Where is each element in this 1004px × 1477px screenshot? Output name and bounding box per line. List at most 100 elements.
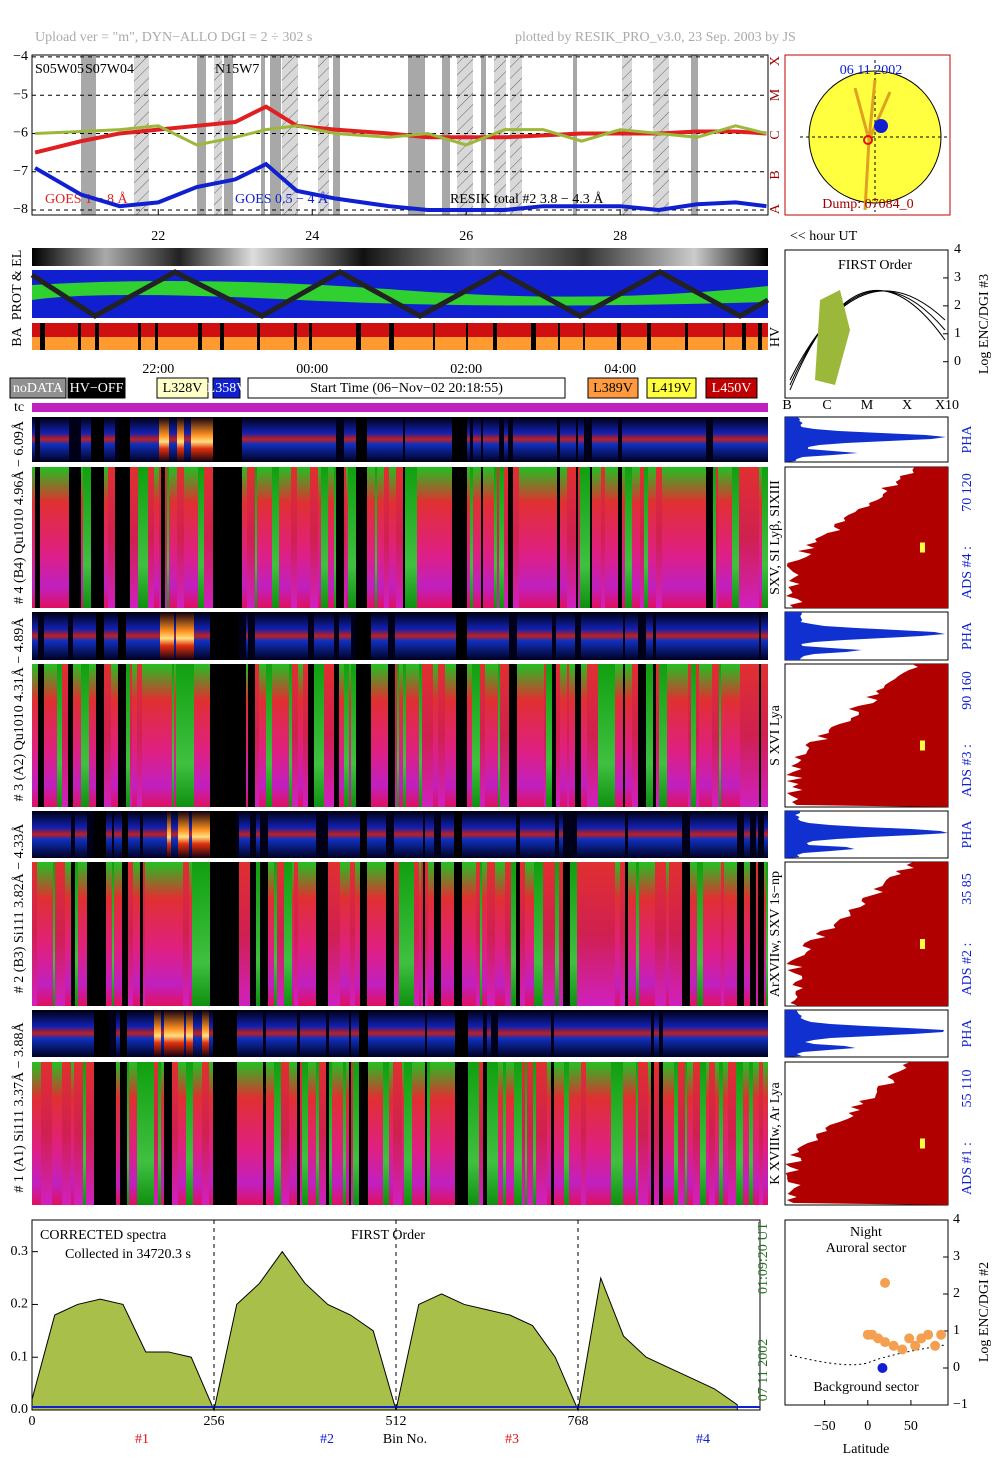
ads-column: [540, 664, 544, 807]
pha-column: [707, 811, 715, 858]
pha-column: [473, 811, 476, 858]
pha-column: [376, 1010, 383, 1057]
pha-column: [265, 417, 272, 462]
ads-column: [129, 1062, 135, 1205]
pha-column: [405, 417, 411, 462]
pha-column: [506, 1010, 514, 1057]
ads-column: [277, 862, 284, 1006]
pha-column: [430, 1010, 438, 1057]
pha-column: [525, 811, 529, 858]
pha-column: [534, 811, 536, 858]
ads-column: [667, 1062, 674, 1205]
ads-column: [581, 1062, 586, 1205]
pha-column: [44, 612, 50, 660]
ads-column: [130, 467, 138, 608]
pha-column: [421, 811, 423, 858]
pha-column: [344, 612, 349, 660]
ads-column: [535, 467, 543, 608]
pha-column: [507, 612, 509, 660]
ads-column: [346, 1062, 349, 1205]
ads-column: [193, 1062, 200, 1205]
ads-column: [753, 1062, 759, 1205]
x-tick-label: 50: [904, 1419, 918, 1434]
pha-column: [599, 417, 601, 462]
pha-column: [692, 417, 695, 462]
ads-column: [65, 862, 71, 1006]
pha-column: [187, 612, 194, 660]
ads-column: [640, 467, 644, 608]
pha-column: [594, 1010, 602, 1057]
ads-column: [766, 862, 768, 1006]
pha-column: [517, 612, 525, 660]
pha-column: [522, 1010, 525, 1057]
pha-column: [344, 417, 346, 462]
ads-column: [744, 862, 750, 1006]
pha-column: [763, 1010, 768, 1057]
pha-column: [623, 1010, 629, 1057]
ads-column: [302, 1062, 308, 1205]
pha-column: [332, 1010, 336, 1057]
ads-column: [425, 862, 428, 1006]
status-strip: [32, 248, 768, 266]
pha-column: [736, 1010, 743, 1057]
pha-column: [621, 612, 623, 660]
pha-column: [719, 1010, 723, 1057]
ads-profile: [785, 467, 948, 608]
ba-gap: [647, 323, 651, 350]
pha-column: [744, 612, 746, 660]
ads-column: [500, 862, 505, 1006]
ads-column: [740, 664, 744, 807]
pha-column: [393, 612, 395, 660]
ads-column: [418, 1062, 425, 1205]
scatter-point: [930, 1340, 941, 1351]
pha-column: [465, 811, 470, 858]
pha-column: [161, 417, 165, 462]
pha-column: [744, 417, 748, 462]
ads-column: [675, 862, 682, 1006]
ads-column: [525, 1062, 527, 1205]
channel-name: # 3 (A2) Qu1010 4.31Å − 4.89Å: [11, 617, 27, 802]
ads-column: [595, 664, 598, 807]
pha-column: [413, 612, 419, 660]
ads-column: [239, 862, 242, 1006]
ads-column: [577, 1062, 581, 1205]
ads-column: [511, 862, 516, 1006]
sun-date: 06 11 2002: [840, 63, 902, 78]
pha-column: [575, 612, 577, 660]
pha-column: [511, 417, 513, 462]
y-tick-label: 4: [953, 1212, 960, 1227]
pha-profile: [785, 811, 948, 858]
pha-column: [632, 612, 638, 660]
pha-column: [349, 1010, 351, 1057]
ads-column: [184, 664, 187, 807]
legend-label: L389V: [593, 381, 633, 396]
pha-column: [53, 811, 55, 858]
ads-column: [344, 664, 349, 807]
pha-column: [682, 811, 690, 858]
pha-column: [393, 1010, 396, 1057]
ads-column: [505, 862, 511, 1006]
pha-column: [560, 612, 567, 660]
pha-column: [310, 417, 315, 462]
pha-column: [638, 612, 646, 660]
ads-column: [716, 467, 718, 608]
pha-column: [636, 811, 639, 858]
ads-column: [666, 862, 669, 1006]
scatter-point: [923, 1329, 934, 1340]
ads-column: [312, 862, 316, 1006]
pha-column: [403, 612, 406, 660]
ads-column: [706, 1062, 709, 1205]
ads-marker: [920, 1138, 925, 1149]
pha-column: [536, 811, 543, 858]
ads-column: [544, 664, 546, 807]
ads-column: [729, 664, 736, 807]
pha-column: [706, 1010, 709, 1057]
ba-gap: [466, 323, 468, 350]
pha-column: [57, 612, 62, 660]
legend-box: [646, 377, 697, 399]
pha-column: [654, 1010, 659, 1057]
pha-column: [625, 811, 628, 858]
ads-profile: [786, 664, 948, 807]
ads-column: [160, 862, 167, 1006]
ads-column: [559, 862, 563, 1006]
